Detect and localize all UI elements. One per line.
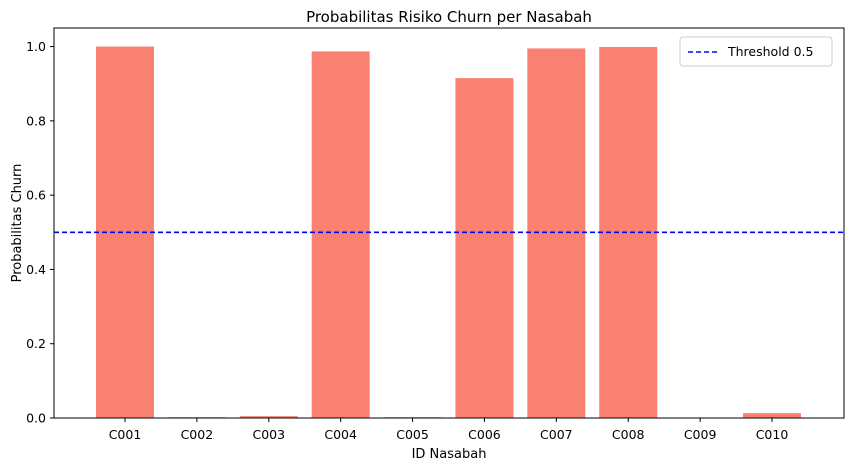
bar-C004 xyxy=(311,51,370,419)
plot-frame xyxy=(53,27,845,419)
x-tick-label-C007: C007 xyxy=(540,427,573,442)
x-tick-label-C010: C010 xyxy=(756,427,789,442)
y-tick-label-1.0: 1.0 xyxy=(26,39,46,54)
y-tick-label-0.8: 0.8 xyxy=(26,113,46,128)
y-tick-label-0.4: 0.4 xyxy=(26,262,46,277)
y-tick-label-0.2: 0.2 xyxy=(26,336,46,351)
y-axis-title: Probabilitas Churn xyxy=(10,164,25,283)
x-tick-label-C009: C009 xyxy=(684,427,717,442)
bar-C003 xyxy=(239,416,298,418)
x-axis: C001 C002 C003 C004 C005 C006 C007 C008 C009 C010 xyxy=(109,418,789,442)
bar-C010 xyxy=(743,413,801,418)
bar-C006 xyxy=(455,78,514,419)
x-axis-title: ID Nasabah xyxy=(412,447,487,462)
legend-box xyxy=(679,36,833,67)
y-tick-label-0.0: 0.0 xyxy=(26,411,46,426)
x-tick-label-C004: C004 xyxy=(324,427,357,442)
chart-title: Probabilitas Risiko Churn per Nasabah xyxy=(306,8,592,26)
legend: Threshold 0.5 xyxy=(679,36,833,67)
y-tick-label-0.6: 0.6 xyxy=(26,188,46,203)
bar-C007 xyxy=(527,48,586,419)
x-tick-label-C005: C005 xyxy=(396,427,429,442)
x-tick-label-C006: C006 xyxy=(468,427,501,442)
x-tick-label-C001: C001 xyxy=(109,427,142,442)
y-axis: 0.0 0.2 0.4 0.6 0.8 1.0 xyxy=(26,39,54,426)
x-tick-label-C002: C002 xyxy=(181,427,214,442)
x-tick-label-C008: C008 xyxy=(612,427,645,442)
legend-threshold-label: Threshold 0.5 xyxy=(727,44,813,59)
x-tick-label-C003: C003 xyxy=(252,427,285,442)
